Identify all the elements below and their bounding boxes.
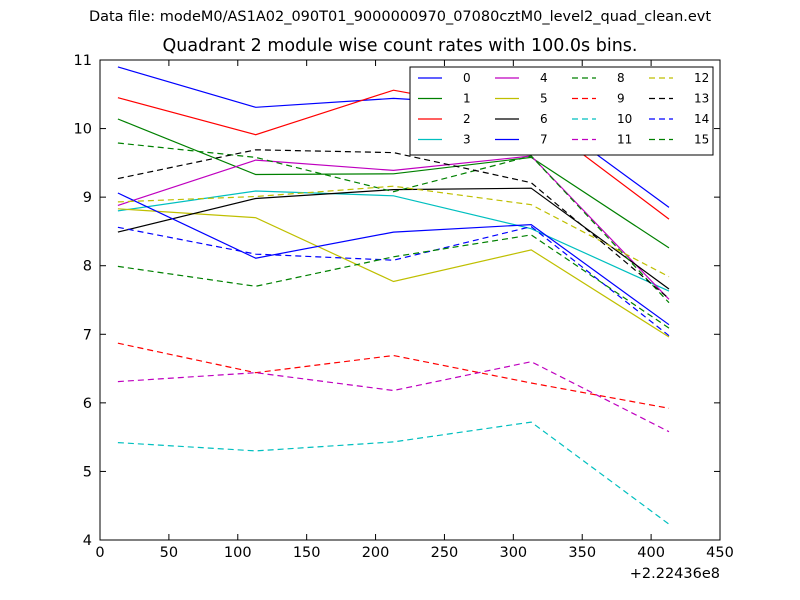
legend-label-2: 2 — [463, 112, 471, 126]
y-tick-label: 5 — [83, 464, 92, 480]
legend-label-15: 15 — [694, 133, 709, 147]
y-tick-label: 7 — [83, 327, 92, 343]
y-tick-label: 8 — [83, 259, 92, 275]
legend-label-11: 11 — [617, 133, 632, 147]
legend-label-5: 5 — [540, 92, 548, 106]
legend-label-7: 7 — [540, 133, 548, 147]
x-tick-label: 300 — [499, 545, 527, 561]
series-line-9 — [117, 342, 670, 409]
legend-label-8: 8 — [617, 71, 625, 85]
legend-label-0: 0 — [463, 71, 471, 85]
series-line-5 — [117, 208, 670, 338]
series-line-10 — [117, 421, 670, 525]
series-line-4 — [117, 155, 670, 300]
legend-label-1: 1 — [463, 92, 471, 106]
x-tick-label: 0 — [95, 545, 104, 561]
x-tick-label: 200 — [362, 545, 390, 561]
x-offset-label: +2.22436e8 — [630, 566, 720, 582]
x-tick-label: 100 — [224, 545, 252, 561]
x-tick-label: 150 — [293, 545, 321, 561]
y-tick-label: 4 — [83, 533, 92, 549]
chart-title: Quadrant 2 module wise count rates with … — [162, 36, 638, 56]
series-line-11 — [117, 361, 670, 433]
series-line-12 — [117, 185, 670, 278]
series-line-1 — [117, 118, 670, 249]
series-line-8 — [117, 142, 670, 304]
legend-label-4: 4 — [540, 71, 548, 85]
legend-label-3: 3 — [463, 133, 471, 147]
legend-label-12: 12 — [694, 71, 709, 85]
x-tick-label: 350 — [568, 545, 596, 561]
data-file-caption: Data file: modeM0/AS1A02_090T01_90000009… — [88, 9, 712, 25]
series-line-13 — [117, 149, 670, 300]
y-tick-label: 10 — [74, 122, 92, 138]
legend-label-9: 9 — [617, 92, 625, 106]
series-line-7 — [117, 192, 670, 326]
y-tick-label: 11 — [74, 53, 92, 69]
y-tick-label: 6 — [83, 396, 92, 412]
series-layer — [117, 66, 670, 525]
axes-frame — [99, 59, 721, 541]
legend-frame — [409, 66, 714, 156]
series-line-15 — [117, 234, 670, 329]
x-tick-label: 250 — [431, 545, 459, 561]
legend-label-14: 14 — [694, 112, 709, 126]
x-tick-label: 450 — [706, 545, 734, 561]
legend-label-13: 13 — [694, 92, 709, 106]
legend-label-6: 6 — [540, 112, 548, 126]
series-line-14 — [117, 225, 670, 337]
y-tick-label: 9 — [83, 190, 92, 206]
x-tick-label: 400 — [637, 545, 665, 561]
series-line-6 — [117, 187, 670, 290]
series-line-3 — [117, 190, 670, 292]
x-tick-label: 50 — [160, 545, 178, 561]
legend-label-10: 10 — [617, 112, 632, 126]
